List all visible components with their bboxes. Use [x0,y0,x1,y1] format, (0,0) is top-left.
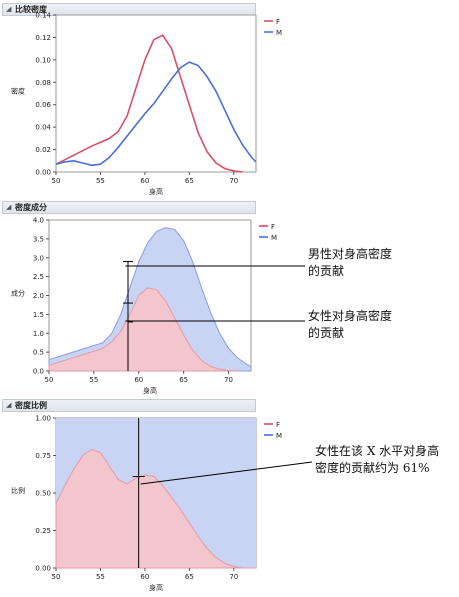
legend-label-F: F [276,421,280,429]
annotation-male: 男性对身高密度 的贡献 [308,246,392,280]
x-tick-label: 50 [52,177,61,185]
y-tick-label: 1.0 [33,330,44,338]
x-axis-label: 身高 [143,386,157,395]
y-tick-label: 0.04 [35,124,51,132]
y-tick-label: 0.14 [35,12,51,20]
legend-label-M: M [276,29,282,37]
panel-title: 比较密度 [15,5,47,14]
x-tick-label: 65 [179,376,188,384]
panel-title: 密度比例 [15,401,47,410]
x-tick-label: 60 [140,177,149,185]
collapse-triangle-icon[interactable]: ◢ [6,203,12,211]
annotation-line: 的贡献 [308,264,345,278]
x-tick-label: 55 [96,573,105,581]
x-tick-label: 60 [134,376,143,384]
y-tick-label: 0.00 [35,565,51,573]
y-tick-label: 2.5 [33,273,44,281]
y-tick-label: 4.0 [33,217,44,225]
y-tick-label: 0.25 [35,527,51,535]
y-tick-label: 3.5 [33,235,44,243]
legend-label-M: M [271,234,277,242]
plot-frame [55,14,257,173]
panel-title: 密度成分 [15,203,47,212]
x-tick-label: 65 [185,177,194,185]
annotation-line: 女性在该 X 水平对身高 [315,444,440,458]
x-axis-label: 身高 [149,187,163,196]
x-tick-label: 70 [224,376,233,384]
y-tick-label: 0.50 [35,490,51,498]
y-tick-label: 2.0 [33,292,44,300]
collapse-triangle-icon[interactable]: ◢ [6,5,12,13]
series-area-F [48,287,238,372]
x-axis-label: 身高 [149,583,163,592]
y-tick-label: 1.00 [35,415,51,423]
panel-header-components[interactable]: ◢ 密度成分 [2,201,256,214]
y-tick-label: 0.00 [35,169,51,177]
y-tick-label: 0.5 [33,349,44,357]
collapse-triangle-icon[interactable]: ◢ [6,401,12,409]
legend-label-M: M [276,432,282,440]
series-line-F [55,34,243,173]
y-tick-label: 1.5 [33,311,44,319]
series-area-F [55,448,256,569]
x-tick-label: 70 [229,177,238,185]
x-tick-label: 55 [96,177,105,185]
annotation-line: 密度的贡献约为 61% [315,461,430,475]
y-axis-label: 比例 [11,486,25,495]
annotation-line: 女性对身高密度 [308,309,393,323]
annotation-connector-ratio [140,461,313,485]
y-tick-label: 0.02 [35,146,51,154]
y-tick-label: 0.08 [35,79,51,87]
y-tick-label: 0.0 [33,368,44,376]
legend-label-F: F [271,223,275,231]
annotation-ratio: 女性在该 X 水平对身高 密度的贡献约为 61% [315,443,439,477]
y-tick-label: 0.75 [35,452,51,460]
y-tick-label: 3.0 [33,254,44,262]
x-tick-label: 55 [89,376,98,384]
x-tick-label: 70 [229,573,238,581]
annotation-female: 女性对身高密度 的贡献 [308,308,392,342]
x-tick-label: 50 [52,573,61,581]
legend-label-F: F [276,18,280,26]
series-line-M [55,61,257,167]
panel-header-ratio[interactable]: ◢ 密度比例 [2,399,256,412]
annotation-line: 的贡献 [308,326,345,340]
y-axis-label: 密度 [11,87,25,96]
y-axis-label: 成分 [11,289,25,298]
y-tick-label: 0.10 [35,56,51,64]
y-tick-label: 0.12 [35,34,51,42]
x-tick-label: 65 [185,573,194,581]
x-tick-label: 50 [45,376,54,384]
y-tick-label: 0.06 [35,101,51,109]
annotation-line: 男性对身高密度 [308,247,393,261]
x-tick-label: 60 [140,573,149,581]
